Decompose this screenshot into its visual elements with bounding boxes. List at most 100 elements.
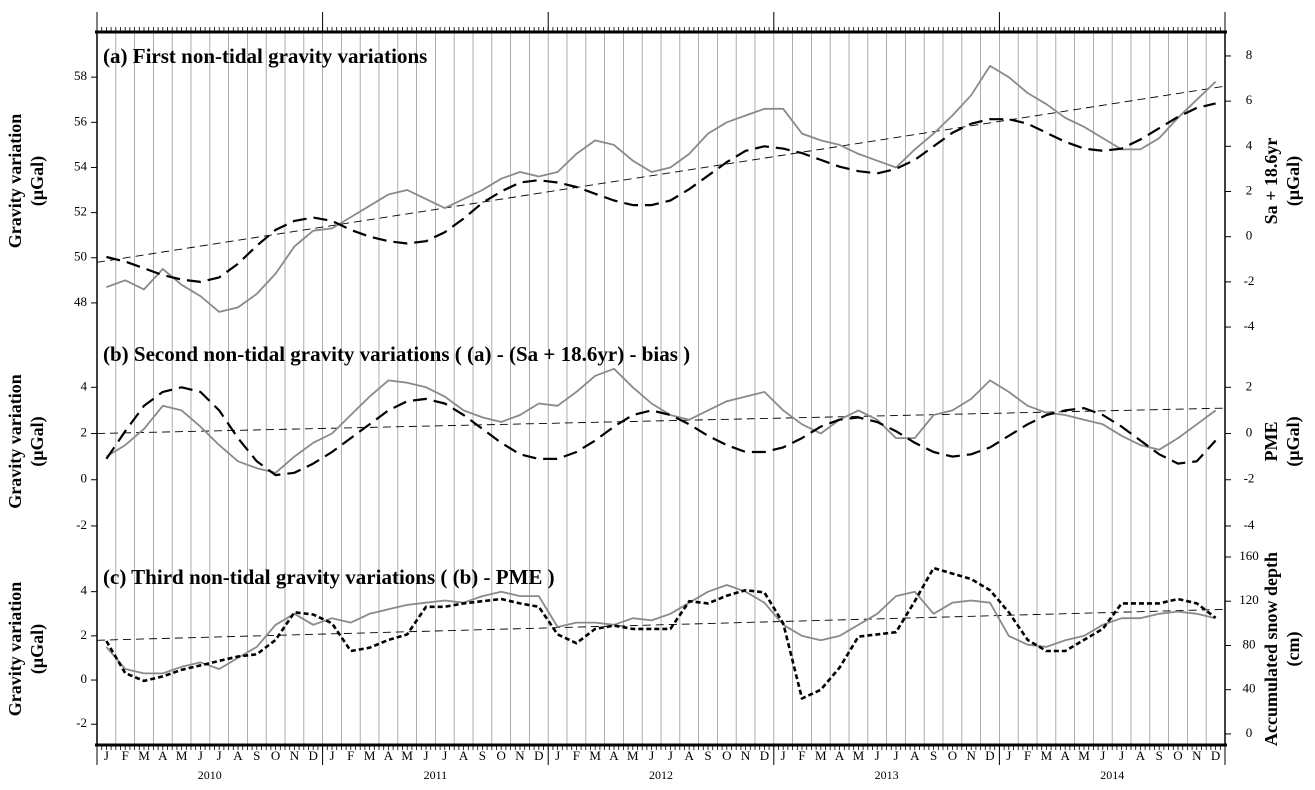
x-tick-label: J <box>649 748 654 763</box>
x-tick-label: D <box>534 748 543 763</box>
x-tick-label: F <box>347 748 354 763</box>
x-tick-label: D <box>760 748 769 763</box>
panel-title: (a) First non-tidal gravity variations <box>103 44 427 68</box>
year-label: 2013 <box>875 768 899 782</box>
x-tick-label: M <box>853 748 865 763</box>
y2-axis-label-line: Accumulated snow depth <box>1261 552 1281 746</box>
y2-axis-label: Sa + 18.6yr (μGal) <box>1261 138 1304 225</box>
series-line <box>105 386 1217 477</box>
year-label: 2010 <box>198 768 222 782</box>
y-tick-label: 58 <box>74 68 87 83</box>
x-tick-label: O <box>948 748 957 763</box>
x-tick-label: J <box>893 748 898 763</box>
x-tick-label: M <box>401 748 413 763</box>
x-tick-label: S <box>253 748 260 763</box>
y-axis-label-line: (μGal) <box>27 156 48 206</box>
series-line <box>106 65 1217 313</box>
x-tick-label: M <box>815 748 827 763</box>
x-tick-label: J <box>329 748 334 763</box>
x-tick-label: J <box>1119 748 1124 763</box>
y-axis-label: Gravity variation (μGal) <box>5 582 48 716</box>
y2-axis-label-line: PME <box>1261 422 1281 462</box>
x-tick-label: M <box>364 748 376 763</box>
y-tick-label: 56 <box>74 113 88 128</box>
y-axis-label-line: (μGal) <box>27 624 48 674</box>
series-line <box>105 566 1217 700</box>
trend-line <box>96 608 1226 641</box>
y-tick-label: 0 <box>81 671 88 686</box>
x-tick-label: A <box>685 748 695 763</box>
x-tick-label: A <box>1136 748 1146 763</box>
y-axis-label-line: (μGal) <box>27 416 48 466</box>
x-tick-label: J <box>217 748 222 763</box>
y2-axis-label-line: (μGal) <box>1283 156 1304 206</box>
x-tick-label: J <box>1100 748 1105 763</box>
x-tick-label: O <box>722 748 731 763</box>
y-tick-label: 0 <box>81 471 88 486</box>
x-tick-label: J <box>423 748 428 763</box>
year-label: 2014 <box>1100 768 1124 782</box>
x-tick-label: M <box>589 748 601 763</box>
y2-tick-label: 40 <box>1243 681 1256 696</box>
y-axis-label-line: Gravity variation <box>5 582 25 716</box>
y-tick-label: 48 <box>74 294 87 309</box>
series-line <box>106 102 1216 283</box>
panel-title: (c) Third non-tidal gravity variations (… <box>103 565 555 589</box>
y2-tick-label: 0 <box>1246 425 1253 440</box>
x-tick-label: M <box>627 748 639 763</box>
x-tick-label: A <box>1061 748 1071 763</box>
x-tick-label: S <box>704 748 711 763</box>
x-tick-label: J <box>668 748 673 763</box>
y2-tick-label: 6 <box>1246 92 1253 107</box>
x-tick-label: O <box>497 748 506 763</box>
y2-tick-label: 160 <box>1239 548 1259 563</box>
y-axis-label-line: Gravity variation <box>5 374 25 508</box>
x-tick-label: J <box>781 748 786 763</box>
y-tick-label: 2 <box>81 425 88 440</box>
trend-line <box>96 407 1226 434</box>
x-tick-label: J <box>1006 748 1011 763</box>
x-tick-label: S <box>479 748 486 763</box>
y-axis-label: Gravity variation (μGal) <box>5 374 48 508</box>
x-tick-label: D <box>309 748 318 763</box>
y2-tick-label: 0 <box>1246 725 1253 740</box>
x-tick-label: A <box>609 748 619 763</box>
y-tick-label: 4 <box>81 378 88 393</box>
x-tick-label: A <box>910 748 920 763</box>
y-tick-label: 54 <box>74 158 88 173</box>
y2-tick-label: 0 <box>1246 228 1253 243</box>
y2-axis-label: PME (μGal) <box>1261 416 1304 466</box>
x-tick-label: A <box>384 748 394 763</box>
x-tick-label: S <box>1156 748 1163 763</box>
x-tick-label: M <box>138 748 150 763</box>
y2-axis-label-line: Sa + 18.6yr <box>1261 138 1281 225</box>
x-tick-label: A <box>459 748 469 763</box>
y-tick-label: 2 <box>81 627 88 642</box>
x-tick-label: F <box>122 748 129 763</box>
x-tick-label: O <box>1173 748 1182 763</box>
x-tick-label: J <box>104 748 109 763</box>
x-tick-label: F <box>573 748 580 763</box>
y2-tick-label: 80 <box>1243 636 1256 651</box>
x-tick-label: N <box>967 748 977 763</box>
x-tick-label: O <box>271 748 280 763</box>
y-axis-label-line: Gravity variation <box>5 114 25 248</box>
y2-tick-label: 4 <box>1246 137 1253 152</box>
panel-title: (b) Second non-tidal gravity variations … <box>103 342 690 366</box>
series-line <box>105 367 1217 474</box>
x-tick-label: M <box>1041 748 1053 763</box>
x-tick-label: J <box>875 748 880 763</box>
y2-tick-label: -2 <box>1244 273 1255 288</box>
y2-tick-label: -4 <box>1244 318 1255 333</box>
x-tick-label: J <box>198 748 203 763</box>
y-axis-label: Gravity variation (μGal) <box>5 114 48 248</box>
x-tick-label: A <box>233 748 243 763</box>
x-tick-label: A <box>835 748 845 763</box>
y2-tick-label: 8 <box>1246 47 1253 62</box>
x-tick-label: M <box>1078 748 1090 763</box>
x-tick-label: A <box>158 748 168 763</box>
x-tick-label: M <box>176 748 188 763</box>
year-label: 2011 <box>424 768 448 782</box>
x-tick-label: N <box>515 748 525 763</box>
x-tick-label: J <box>555 748 560 763</box>
